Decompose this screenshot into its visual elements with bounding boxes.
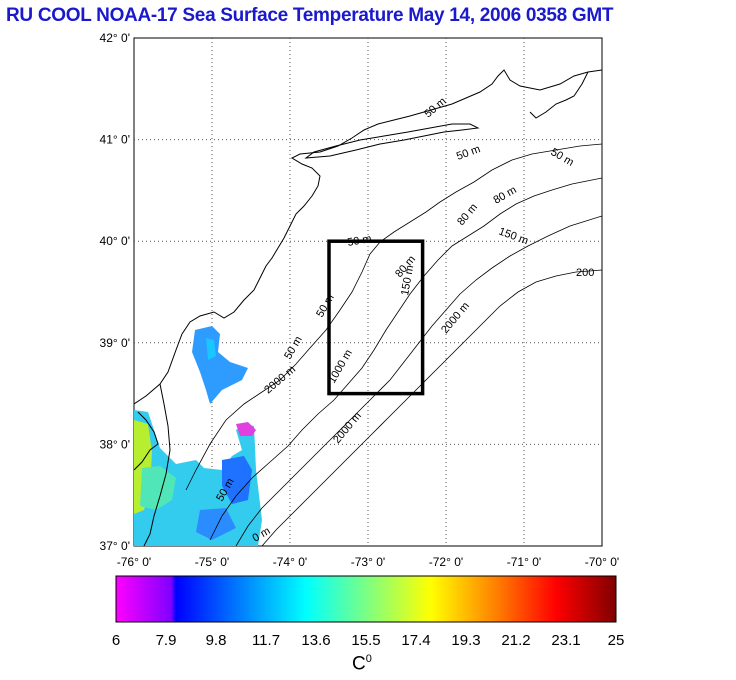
long-island — [304, 123, 480, 159]
colorbar-tick-labels: 6 7.9 9.8 11.7 13.6 15.5 17.4 19.3 21.2 23.1 25 — [112, 632, 625, 649]
lon-tick-label: -72° 0' — [429, 555, 463, 569]
contour-150m — [235, 215, 602, 546]
lon-tick-label: -71° 0' — [507, 555, 541, 569]
lat-tick-label: 38° 0' — [100, 437, 130, 451]
contour-80m — [209, 177, 602, 541]
contour-label: 200 — [576, 267, 594, 279]
cape-cod — [529, 71, 589, 119]
sst-patch-south-blue — [222, 456, 252, 504]
colorbar-tick-label: 7.9 — [156, 632, 177, 649]
lon-tick-label: -73° 0' — [351, 555, 385, 569]
lon-tick-label: -75° 0' — [195, 555, 229, 569]
sst-patch-south-green — [140, 466, 176, 510]
colorbar-tick-label: 23.1 — [551, 632, 580, 649]
sst-patch-south-lowerblue — [196, 508, 236, 540]
lat-tick-label: 40° 0' — [100, 234, 130, 248]
map-gridlines — [134, 38, 602, 546]
colorbar-tick-label: 6 — [112, 632, 120, 649]
map-title: RU COOL NOAA-17 Sea Surface Temperature … — [6, 5, 614, 26]
sst-patch-north — [192, 326, 248, 404]
lon-tick-label: -76° 0' — [117, 555, 151, 569]
lat-tick-label: 41° 0' — [100, 133, 130, 147]
lat-tick-label: 39° 0' — [100, 336, 130, 350]
colorbar-tick-label: 25 — [608, 632, 625, 649]
bathymetry-contours — [185, 143, 602, 546]
lat-tick-label: 37° 0' — [100, 539, 130, 553]
colorbar-tick-label: 21.2 — [501, 632, 530, 649]
sst-patch-south — [134, 410, 262, 546]
colorbar-tick-label: 13.6 — [301, 632, 330, 649]
lon-tick-label: -70° 0' — [585, 555, 619, 569]
contour-2000m — [261, 269, 602, 546]
sst-patch-magenta-edge — [236, 422, 256, 436]
contour-50m — [185, 143, 602, 491]
colorbar-tick-label: 19.3 — [451, 632, 480, 649]
sst-data-patches — [134, 326, 262, 546]
study-area-box — [327, 239, 425, 396]
colorbar-tick-label: 15.5 — [351, 632, 380, 649]
lon-tick-label: -74° 0' — [273, 555, 307, 569]
coastline-inner-bay — [134, 411, 159, 471]
colorbar — [115, 575, 617, 623]
colorbar-unit: C0 — [352, 653, 372, 675]
colorbar-tick-label: 11.7 — [252, 632, 280, 649]
sst-patch-north-light — [206, 338, 216, 360]
lat-tick-label: 42° 0' — [100, 31, 130, 45]
coastline — [134, 69, 602, 405]
coastline-peninsula — [143, 383, 171, 546]
longitude-tick-labels: -76° 0' -75° 0' -74° 0' -73° 0' -72° 0' -71° … — [117, 555, 619, 569]
colorbar-tick-label: 17.4 — [401, 632, 430, 649]
latitude-tick-labels: 42° 0' 41° 0' 40° 0' 39° 0' 38° 0' 37° 0' — [100, 31, 130, 553]
colorbar-tick-label: 9.8 — [206, 632, 227, 649]
contour-label: 150 m — [399, 264, 416, 296]
